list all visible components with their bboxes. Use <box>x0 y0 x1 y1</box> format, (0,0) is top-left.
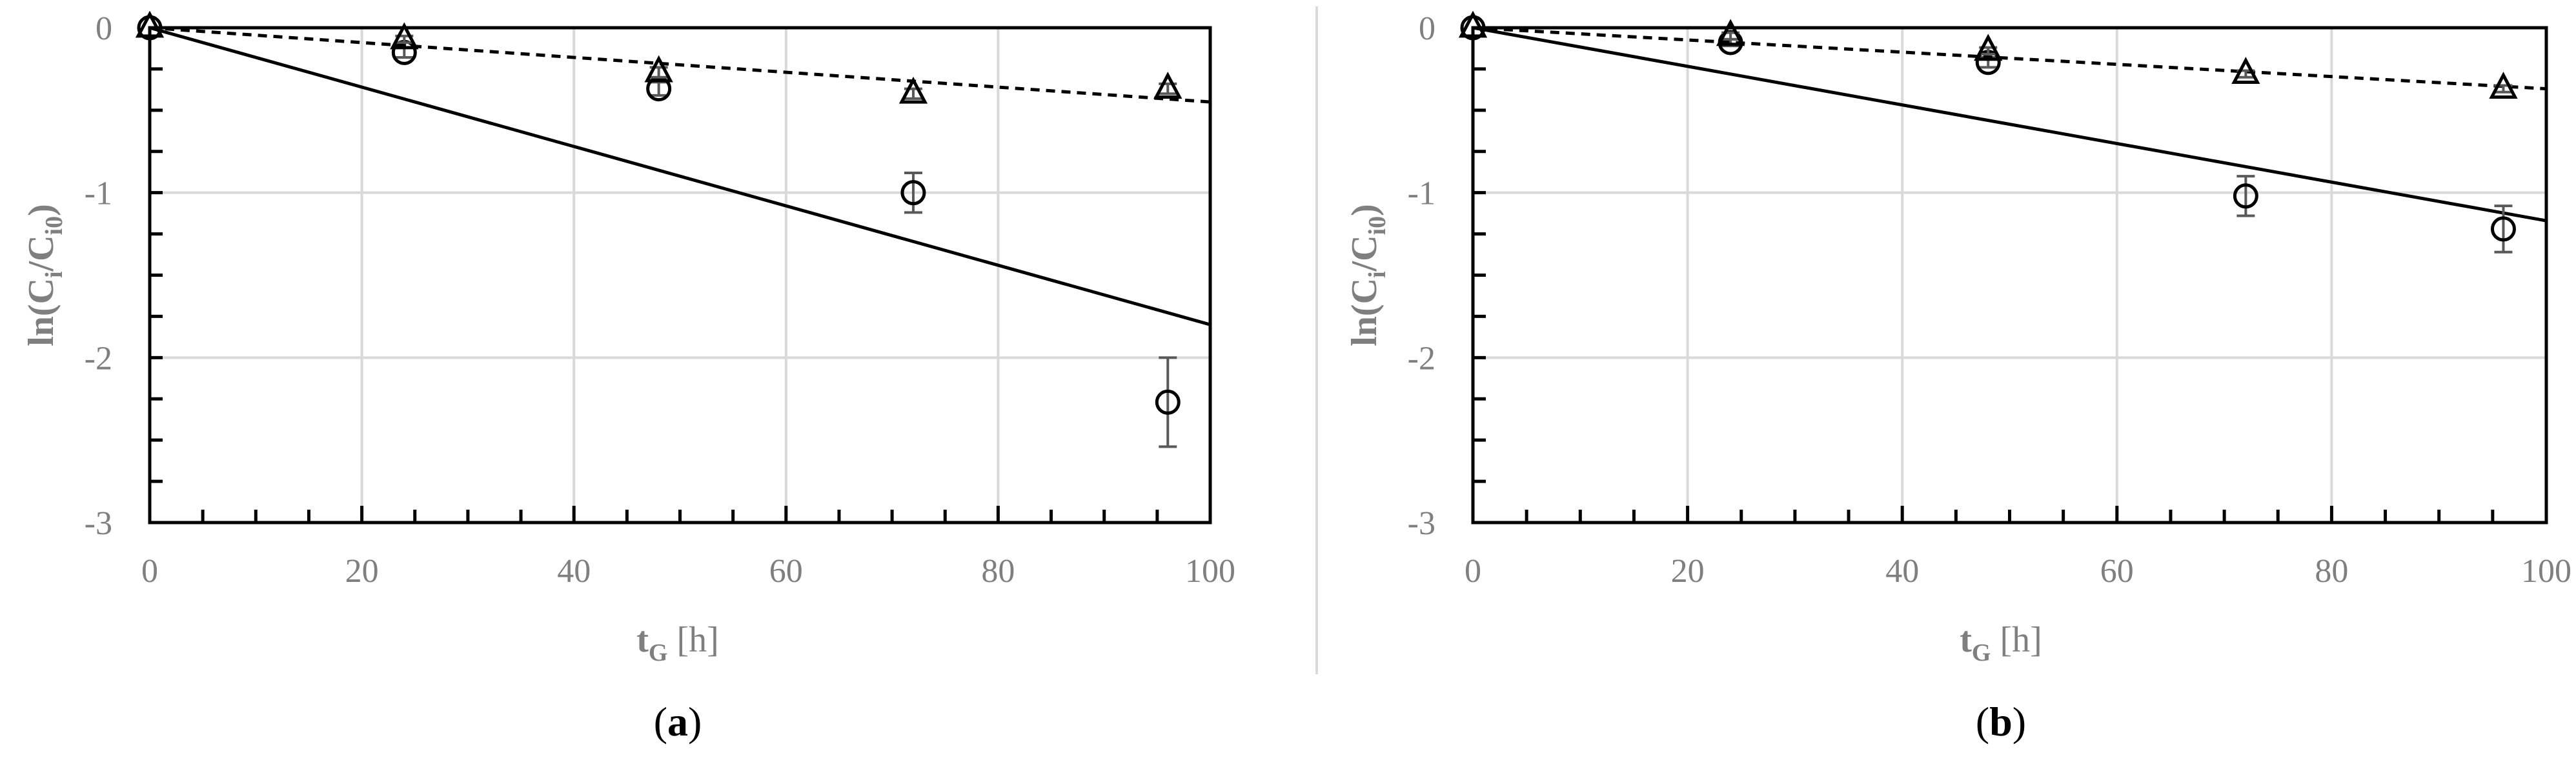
panel-label-letter: a <box>667 699 688 744</box>
circle-marker <box>2490 216 2516 242</box>
triangle-marker <box>135 10 165 38</box>
x-tick-label: 40 <box>1885 553 1919 590</box>
solid-fit-line <box>150 28 1210 326</box>
y-tick-label: 0 <box>96 10 112 47</box>
y-tick-label: -1 <box>1408 175 1435 212</box>
y-axis-label-sub1: i <box>41 271 68 278</box>
y-axis-label-sub2: i0 <box>41 216 68 235</box>
y-axis-label-sub2: i0 <box>1364 216 1391 235</box>
circle-marker <box>2233 183 2258 209</box>
x-axis-label-unit: [h] <box>1991 620 2042 660</box>
x-tick-label: 100 <box>1185 553 1235 590</box>
y-axis-label-sub1: i <box>1364 271 1391 278</box>
x-axis-label-main: t <box>636 620 649 660</box>
x-axis-label: tG [h] <box>636 620 719 666</box>
solid-fit-line <box>1473 28 2546 223</box>
x-axis-label-unit: [h] <box>667 620 718 660</box>
triangle-marker <box>390 22 419 50</box>
x-tick-label: 0 <box>1465 553 1481 590</box>
y-tick-label: -1 <box>85 175 112 212</box>
x-tick-label: 0 <box>141 553 158 590</box>
circle-marker <box>1155 389 1181 415</box>
plot-area <box>1473 28 2546 523</box>
triangle-marker <box>898 76 928 104</box>
panel-label-close: ) <box>2013 699 2026 744</box>
triangle-marker <box>2489 72 2518 99</box>
y-axis-label-tail: ) <box>1344 204 1384 216</box>
y-axis-label-mid: /C <box>21 235 61 272</box>
y-tick-label: -3 <box>1408 505 1435 542</box>
x-tick-label: 20 <box>1671 553 1705 590</box>
dashed-fit-line <box>1473 28 2546 91</box>
x-tick-label: 60 <box>769 553 803 590</box>
panel-label-close: ) <box>688 699 702 744</box>
dashed-fit-line <box>150 28 1210 104</box>
y-tick-label: -2 <box>85 340 112 377</box>
y-axis-label: ln(Ci/Ci0) <box>21 204 68 346</box>
panel-label-open: ( <box>654 699 667 744</box>
y-axis-label-lead: ln(C <box>21 278 61 346</box>
y-tick-label: -2 <box>1408 340 1435 377</box>
panel-label: (b) <box>1976 699 2026 744</box>
x-tick-label: 20 <box>345 553 379 590</box>
triangle-marker <box>1974 34 2003 61</box>
panel-label-letter: b <box>1989 699 2013 744</box>
triangle-marker <box>1153 72 1182 99</box>
x-tick-label: 100 <box>2521 553 2571 590</box>
x-axis-label-main: t <box>1960 620 1972 660</box>
y-tick-label: 0 <box>1419 10 1435 47</box>
x-axis-label-sub: G <box>649 639 668 666</box>
panel-label: (a) <box>654 699 702 744</box>
x-tick-label: 80 <box>981 553 1015 590</box>
y-axis-label-lead: ln(C <box>1344 278 1384 346</box>
triangle-marker <box>1458 10 1488 38</box>
triangle-marker <box>2231 57 2260 85</box>
x-axis-label: tG [h] <box>1960 620 2042 666</box>
plot-area <box>150 28 1210 523</box>
circle-marker <box>900 180 926 206</box>
y-axis-label-tail: ) <box>21 204 61 216</box>
y-tick-label: -3 <box>85 505 112 542</box>
x-tick-label: 40 <box>557 553 591 590</box>
panel-label-open: ( <box>1976 699 1989 744</box>
triangle-marker <box>644 55 673 83</box>
y-axis-label: ln(Ci/Ci0) <box>1344 204 1391 346</box>
x-tick-label: 80 <box>2315 553 2348 590</box>
x-tick-label: 60 <box>2100 553 2134 590</box>
y-axis-label-mid: /C <box>1344 235 1384 272</box>
x-axis-label-sub: G <box>1972 639 1991 666</box>
triangle-marker <box>1716 19 1745 46</box>
plot-frame <box>148 26 1212 524</box>
plot-frame <box>1471 26 2548 524</box>
